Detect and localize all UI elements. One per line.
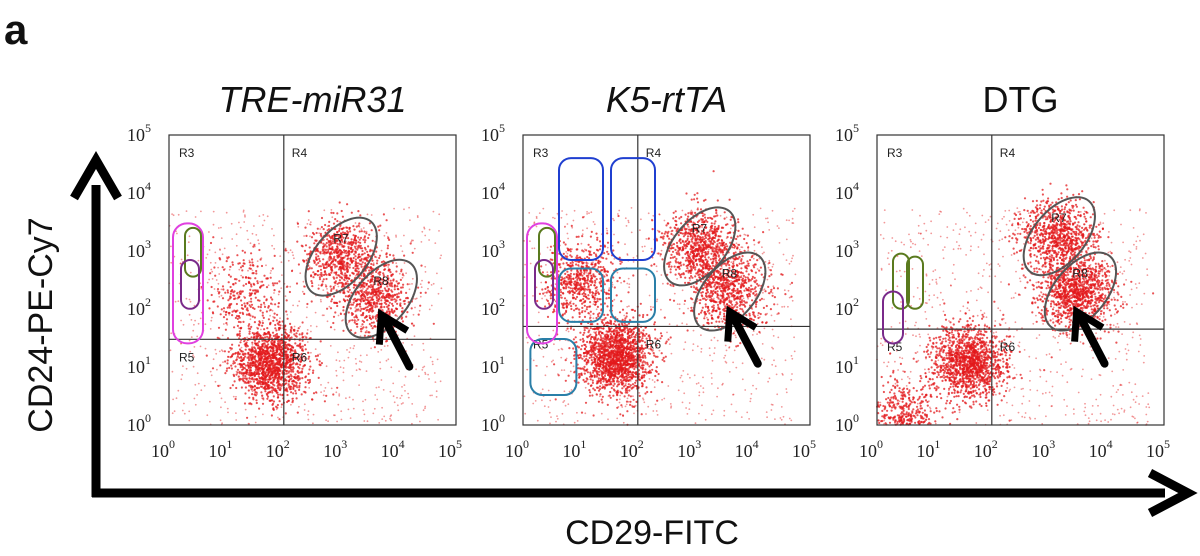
quadrant-label-r4: R4 — [646, 146, 662, 160]
x-axis-title: CD29-FITC — [565, 514, 739, 552]
highlight-arrow — [375, 308, 414, 371]
quadrant-label-r6: R6 — [646, 337, 662, 351]
panel-letter: a — [4, 6, 28, 53]
x-tick-label: 105 — [1146, 437, 1170, 461]
y-tick-label: 103 — [835, 237, 859, 261]
colored-gates — [172, 222, 204, 345]
y-tick-label: 103 — [127, 237, 151, 261]
gate-label-r7: R7 — [1051, 211, 1067, 225]
x-tick-label: 104 — [735, 437, 759, 461]
x-tick-label: 103 — [323, 437, 347, 461]
x-tick-label: 105 — [438, 437, 462, 461]
x-tick-label: 101 — [562, 437, 586, 461]
quadrant-label-r3: R3 — [179, 146, 195, 160]
x-tick-label: 103 — [677, 437, 701, 461]
gate-r7 — [1022, 196, 1096, 277]
gate-r7 — [663, 206, 737, 287]
colored-gates — [882, 252, 924, 345]
highlight-arrow — [724, 305, 762, 368]
gate-label-r8: R8 — [722, 267, 738, 281]
gate-label-r7: R7 — [692, 221, 708, 235]
x-tick-label: 101 — [916, 437, 940, 461]
x-tick-label: 100 — [859, 437, 883, 461]
gate-label-r8: R8 — [373, 274, 389, 288]
y-tick-label: 104 — [835, 179, 859, 203]
y-tick-label: 104 — [481, 179, 505, 203]
quadrant-label-r4: R4 — [1000, 146, 1016, 160]
y-tick-label: 105 — [127, 121, 151, 145]
outer-y-axis-arrow — [70, 151, 122, 497]
scatter-panels: TRE-miR31 R3 R4 R5 R6 R7 R8 100 101 102 103 104 105 1… — [127, 79, 1170, 461]
gate-r8 — [1043, 251, 1118, 332]
x-tick-label: 104 — [381, 437, 405, 461]
event-dots — [168, 201, 443, 426]
x-tick-label: 100 — [151, 437, 175, 461]
y-tick-label: 101 — [127, 353, 151, 377]
quadrant-label-r3: R3 — [533, 146, 549, 160]
event-dots — [522, 170, 797, 426]
y-tick-label: 102 — [835, 295, 859, 319]
y-tick-label: 101 — [481, 353, 505, 377]
x-tick-label: 101 — [208, 437, 232, 461]
x-tick-label: 102 — [266, 437, 290, 461]
y-tick-label: 105 — [835, 121, 859, 145]
colored-gates — [526, 157, 656, 345]
y-tick-label: 101 — [835, 353, 859, 377]
x-tick-label: 102 — [620, 437, 644, 461]
gate-r7 — [304, 216, 378, 297]
quadrant-label-r6: R6 — [1000, 340, 1016, 354]
x-tick-label: 100 — [505, 437, 529, 461]
highlight-arrow — [1071, 305, 1109, 368]
quadrant-label-r5: R5 — [179, 350, 195, 364]
panel-title: DTG — [983, 79, 1059, 120]
scatter-panel-1: TRE-miR31 R3 R4 R5 R6 R7 R8 100 101 102 103 104 105 1… — [127, 79, 462, 461]
x-tick-label: 105 — [792, 437, 816, 461]
y-tick-label: 103 — [481, 237, 505, 261]
y-tick-label: 105 — [481, 121, 505, 145]
gate-label-r8: R8 — [1072, 267, 1088, 281]
panel-title: K5-rtTA — [606, 79, 727, 120]
plot-frame — [168, 134, 457, 426]
panel-title: TRE-miR31 — [218, 79, 406, 120]
quadrant-label-r3: R3 — [887, 146, 903, 160]
quadrant-label-r4: R4 — [292, 146, 308, 160]
gate-r8 — [344, 258, 418, 339]
y-axis-title: CD24-PE-Cy7 — [22, 217, 60, 432]
x-tick-label: 102 — [974, 437, 998, 461]
y-tick-label: 100 — [835, 411, 859, 435]
y-tick-label: 100 — [481, 411, 505, 435]
x-tick-label: 103 — [1031, 437, 1055, 461]
plot-frame — [522, 134, 811, 426]
event-dots — [876, 182, 1155, 426]
y-tick-label: 100 — [127, 411, 151, 435]
quadrant-label-r6: R6 — [292, 350, 308, 364]
x-tick-label: 104 — [1089, 437, 1113, 461]
y-tick-label: 102 — [127, 295, 151, 319]
y-tick-label: 102 — [481, 295, 505, 319]
outer-x-axis-arrow — [92, 469, 1198, 517]
y-tick-label: 104 — [127, 179, 151, 203]
gate-label-r7: R7 — [333, 232, 349, 246]
gate-r8 — [693, 251, 767, 332]
plot-frame — [876, 134, 1165, 426]
